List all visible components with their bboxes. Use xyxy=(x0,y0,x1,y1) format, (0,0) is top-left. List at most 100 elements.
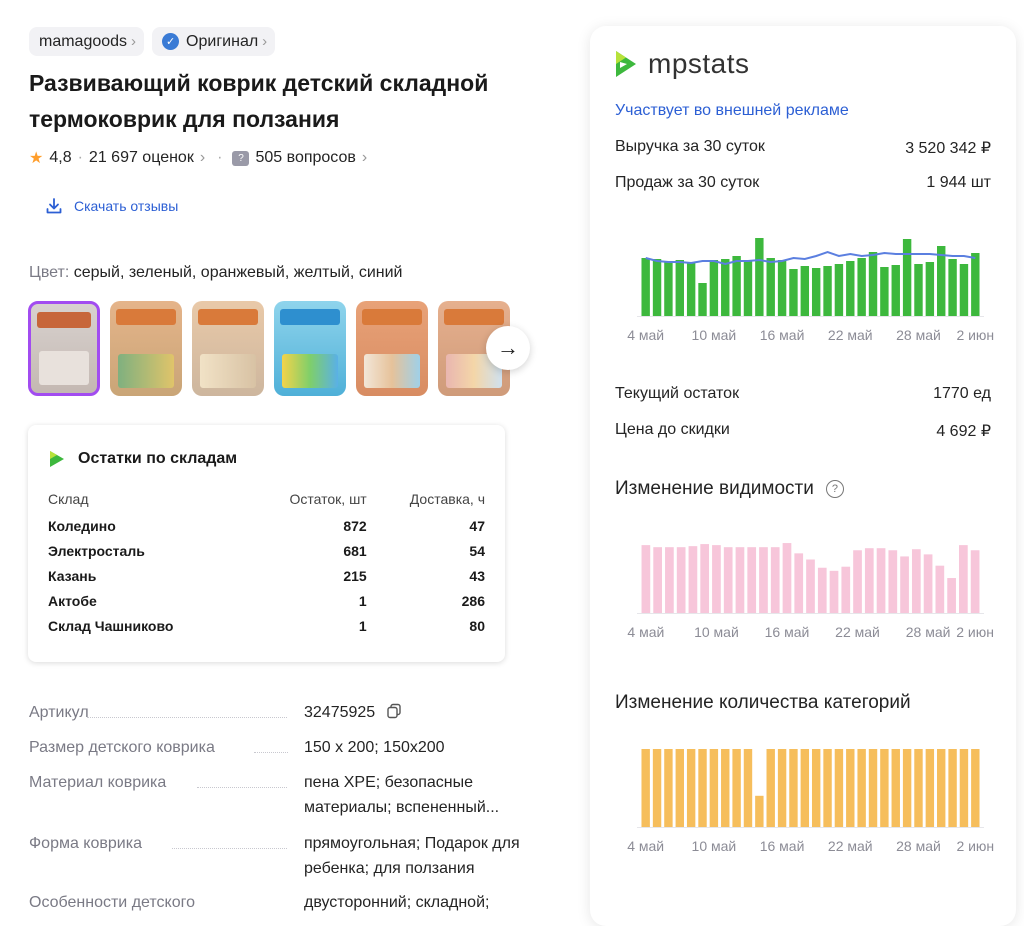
chart-bar xyxy=(857,258,866,316)
chart-bar xyxy=(947,578,956,613)
next-arrow-button[interactable]: → xyxy=(486,326,530,370)
thumbnail-4[interactable] xyxy=(274,301,346,396)
chart-bar xyxy=(664,262,673,316)
chart-bar xyxy=(868,749,878,827)
table-row: Актобе 1 286 xyxy=(48,592,485,609)
brand-link[interactable]: mamagoods › xyxy=(29,27,145,56)
spec-row-shape: Форма коврика прямоугольная; Подарок для… xyxy=(29,835,520,877)
chart-bar xyxy=(823,266,832,316)
chart-bar xyxy=(732,256,741,316)
table-row: Склад Чашниково 1 80 xyxy=(48,617,485,634)
brand-label: mamagoods xyxy=(39,32,128,50)
ad-notice-link[interactable]: Участвует во внешней рекламе xyxy=(615,102,849,119)
chevron-right-icon: › xyxy=(361,149,368,166)
chart-bar xyxy=(747,547,757,613)
x-tick-label: 10 май xyxy=(692,327,737,343)
copy-icon[interactable] xyxy=(386,703,402,719)
mpstats-logo: mpstats xyxy=(614,48,750,80)
x-tick-label: 22 май xyxy=(835,624,880,640)
chart-bar xyxy=(959,545,968,613)
chart-bar xyxy=(806,559,815,613)
mpstats-brand: mpstats xyxy=(648,48,750,79)
color-label: Цвет: xyxy=(29,264,70,281)
categories-title: Изменение количества категорий xyxy=(615,692,911,713)
chart-bar xyxy=(688,546,698,613)
download-reviews-button[interactable]: Скачать отзывы xyxy=(44,196,178,216)
chart-bar xyxy=(732,749,741,827)
chart-bar xyxy=(653,547,662,613)
warehouse-stock-card: Остатки по складам Склад Остаток, шт Дос… xyxy=(28,425,505,662)
chart-bar xyxy=(959,264,969,316)
thumbnail-3[interactable] xyxy=(192,301,264,396)
chart-bar xyxy=(900,556,909,613)
chart-bar xyxy=(914,749,923,827)
chart-bar xyxy=(686,749,696,827)
chart-bar xyxy=(641,258,650,316)
original-badge-link[interactable]: ✓ Оригинал › xyxy=(152,27,276,56)
chart-bar xyxy=(675,260,684,316)
breadcrumb: mamagoods › ✓ Оригинал › xyxy=(29,27,276,56)
reviews-link[interactable]: 21 697 оценок xyxy=(88,149,194,166)
x-tick-label: 22 май xyxy=(828,838,873,854)
mpstats-logo-icon xyxy=(50,451,64,467)
download-reviews-label: Скачать отзывы xyxy=(74,198,179,214)
x-tick-label: 16 май xyxy=(760,838,805,854)
chart-bar xyxy=(971,749,980,827)
chart-bar xyxy=(686,263,696,316)
stock-table-header: Склад Остаток, шт Доставка, ч xyxy=(48,485,485,513)
verified-check-icon: ✓ xyxy=(162,33,180,50)
color-value: серый, зеленый, оранжевый, желтый, синий xyxy=(73,264,403,281)
x-tick-label: 2 июн xyxy=(956,838,994,854)
chart-bar xyxy=(970,550,980,613)
table-row: Электросталь 681 54 xyxy=(48,542,485,559)
thumbnail-2[interactable] xyxy=(110,301,182,396)
chart-bar xyxy=(789,749,798,827)
chart-bar xyxy=(766,749,775,827)
table-row: Коледино 872 47 xyxy=(48,517,485,534)
x-tick-label: 4 май xyxy=(627,838,664,854)
stock-table: Склад Остаток, шт Доставка, ч Коледино 8… xyxy=(48,485,485,638)
x-tick-label: 22 май xyxy=(828,327,873,343)
chart-bar xyxy=(743,261,753,316)
x-tick-label: 28 май xyxy=(906,624,951,640)
x-tick-label: 28 май xyxy=(896,327,941,343)
chart-bar xyxy=(948,259,957,316)
x-tick-label: 2 июн xyxy=(956,327,994,343)
chart-bar xyxy=(709,749,719,827)
chart-bar xyxy=(723,547,733,613)
x-tick-label: 4 май xyxy=(627,327,664,343)
chart-bar xyxy=(868,252,878,316)
chart-bar xyxy=(937,749,946,827)
chart-bar xyxy=(925,749,935,827)
sales-row: Продаж за 30 суток 1 944 шт xyxy=(615,174,991,191)
chart-bar xyxy=(665,547,674,613)
chart-bar xyxy=(891,265,900,316)
chart-bar xyxy=(759,547,768,613)
rating-row: ★ 4,8 · 21 697 оценок › · ? 505 вопросов… xyxy=(29,149,368,167)
mpstats-panel: mpstats Участвует во внешней рекламе Выр… xyxy=(590,26,1016,926)
spec-row-features: Особенности детского двусторонний; склад… xyxy=(29,894,490,911)
thumbnail-strip xyxy=(28,301,510,396)
original-label: Оригинал xyxy=(186,32,259,50)
chart-bar xyxy=(864,548,874,613)
chart-bar xyxy=(709,260,719,316)
x-tick-label: 10 май xyxy=(692,838,737,854)
chart-bar xyxy=(777,260,787,316)
thumbnail-5[interactable] xyxy=(356,301,428,396)
download-icon xyxy=(46,198,62,214)
rating-value: 4,8 xyxy=(49,149,72,166)
chart-bar xyxy=(841,566,851,613)
visibility-chart: 4 май 10 май 16 май 22 май 28 май 2 июн xyxy=(627,543,994,640)
spec-row-article: Артикул 32475925 xyxy=(29,700,569,725)
help-icon[interactable]: ? xyxy=(825,480,844,498)
chart-bar xyxy=(923,554,933,613)
x-tick-label: 2 июн xyxy=(956,624,994,640)
thumbnail-1[interactable] xyxy=(28,301,100,396)
questions-link[interactable]: 505 вопросов xyxy=(255,149,356,166)
chart-bar xyxy=(902,749,912,827)
chart-bar xyxy=(935,565,945,613)
product-panel: mamagoods › ✓ Оригинал › Развивающий ков… xyxy=(28,27,569,911)
price-row: Цена до скидки 4 692 ₽ xyxy=(615,421,991,440)
chart-bar xyxy=(891,749,900,827)
chart-bar xyxy=(721,259,730,316)
